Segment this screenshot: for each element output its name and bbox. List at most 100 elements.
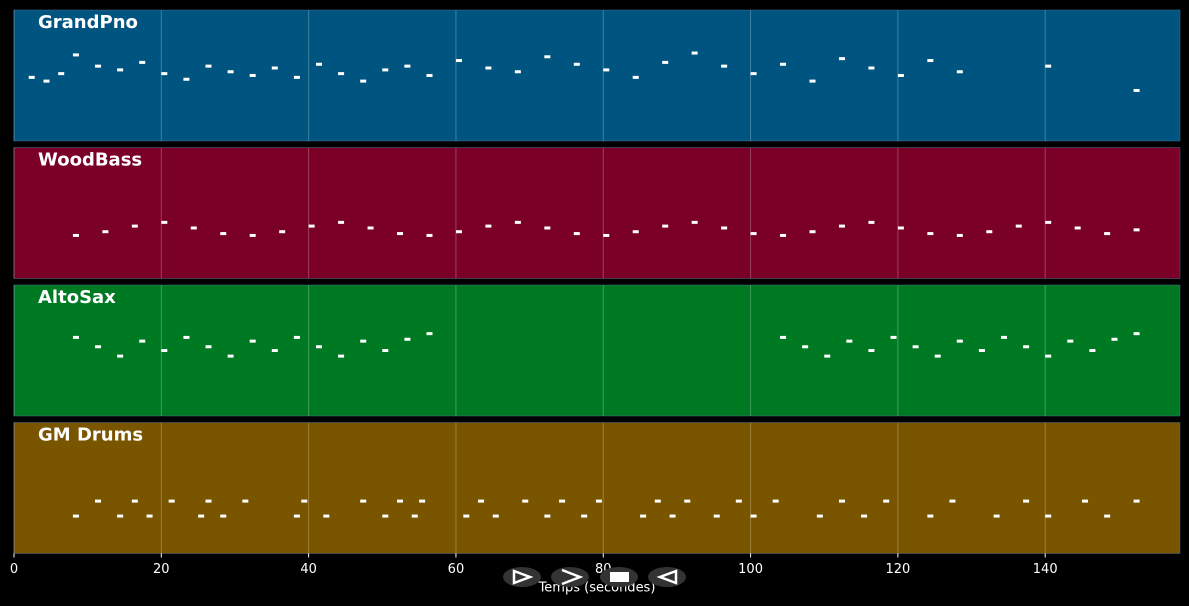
note bbox=[205, 499, 212, 503]
note bbox=[1089, 349, 1096, 352]
note bbox=[308, 224, 315, 228]
note bbox=[1045, 354, 1052, 358]
x-tick-label: 60 bbox=[448, 562, 465, 577]
note bbox=[669, 514, 676, 518]
note bbox=[455, 230, 462, 234]
note bbox=[868, 349, 875, 352]
note bbox=[1045, 514, 1052, 518]
note bbox=[1023, 345, 1030, 349]
note bbox=[684, 499, 691, 503]
note bbox=[455, 59, 462, 63]
note bbox=[949, 499, 956, 503]
note bbox=[986, 230, 993, 234]
note bbox=[72, 335, 79, 339]
note bbox=[139, 60, 146, 64]
note bbox=[1133, 88, 1140, 92]
note bbox=[691, 220, 698, 224]
note bbox=[485, 66, 492, 70]
note bbox=[220, 232, 227, 236]
note bbox=[338, 220, 345, 224]
note bbox=[360, 499, 367, 503]
note bbox=[301, 499, 308, 503]
note bbox=[780, 62, 787, 66]
note bbox=[654, 499, 661, 503]
note bbox=[691, 51, 698, 55]
x-tick-label: 20 bbox=[153, 562, 170, 577]
note bbox=[28, 75, 35, 79]
note bbox=[183, 77, 190, 81]
note bbox=[485, 224, 492, 228]
forward-button[interactable] bbox=[551, 567, 589, 587]
note bbox=[117, 514, 124, 518]
forward-icon bbox=[561, 568, 584, 586]
note bbox=[721, 226, 728, 230]
note bbox=[846, 339, 853, 343]
x-tick-label: 120 bbox=[885, 562, 910, 577]
track: WoodBass bbox=[13, 147, 1181, 279]
note bbox=[750, 72, 757, 76]
rewind-icon bbox=[656, 569, 678, 585]
note bbox=[360, 79, 367, 83]
note bbox=[632, 230, 639, 234]
note bbox=[816, 514, 823, 518]
note bbox=[897, 226, 904, 230]
note bbox=[802, 345, 809, 349]
note bbox=[1104, 514, 1111, 518]
note bbox=[897, 74, 904, 77]
note bbox=[227, 354, 234, 358]
note bbox=[279, 230, 286, 234]
note bbox=[514, 70, 521, 74]
note bbox=[632, 75, 639, 79]
x-tick-label: 140 bbox=[1033, 562, 1058, 577]
note bbox=[662, 60, 669, 64]
note bbox=[220, 514, 227, 518]
note bbox=[249, 233, 256, 237]
note bbox=[1133, 499, 1140, 503]
note bbox=[367, 226, 374, 230]
rewind-button[interactable] bbox=[648, 567, 686, 587]
note bbox=[573, 232, 580, 236]
note bbox=[95, 345, 102, 349]
note bbox=[809, 230, 816, 234]
track-name: GrandPno bbox=[38, 12, 138, 33]
note bbox=[956, 233, 963, 237]
note bbox=[838, 57, 845, 61]
note bbox=[463, 514, 470, 518]
note bbox=[419, 499, 426, 503]
note bbox=[772, 499, 779, 503]
track-background bbox=[13, 147, 1181, 279]
x-tick-label: 40 bbox=[300, 562, 317, 577]
note bbox=[95, 499, 102, 503]
note bbox=[190, 226, 197, 230]
note bbox=[293, 335, 300, 339]
note bbox=[492, 514, 499, 518]
play-button[interactable] bbox=[503, 567, 541, 587]
note bbox=[382, 514, 389, 518]
note bbox=[404, 337, 411, 341]
note bbox=[411, 514, 418, 518]
note bbox=[146, 514, 153, 518]
note bbox=[293, 514, 300, 518]
note bbox=[978, 349, 985, 352]
note bbox=[1082, 499, 1089, 503]
note bbox=[956, 70, 963, 74]
note bbox=[198, 514, 205, 518]
note bbox=[382, 68, 389, 72]
note bbox=[404, 64, 411, 68]
note bbox=[139, 339, 146, 343]
note bbox=[603, 68, 610, 72]
note bbox=[890, 335, 897, 339]
note bbox=[43, 79, 50, 83]
note bbox=[544, 514, 551, 518]
note bbox=[323, 514, 330, 518]
note bbox=[750, 232, 757, 236]
note bbox=[72, 53, 79, 57]
note bbox=[72, 233, 79, 237]
note bbox=[271, 349, 278, 352]
note bbox=[1045, 64, 1052, 68]
note bbox=[780, 233, 787, 237]
note bbox=[117, 354, 124, 358]
note bbox=[131, 499, 138, 503]
